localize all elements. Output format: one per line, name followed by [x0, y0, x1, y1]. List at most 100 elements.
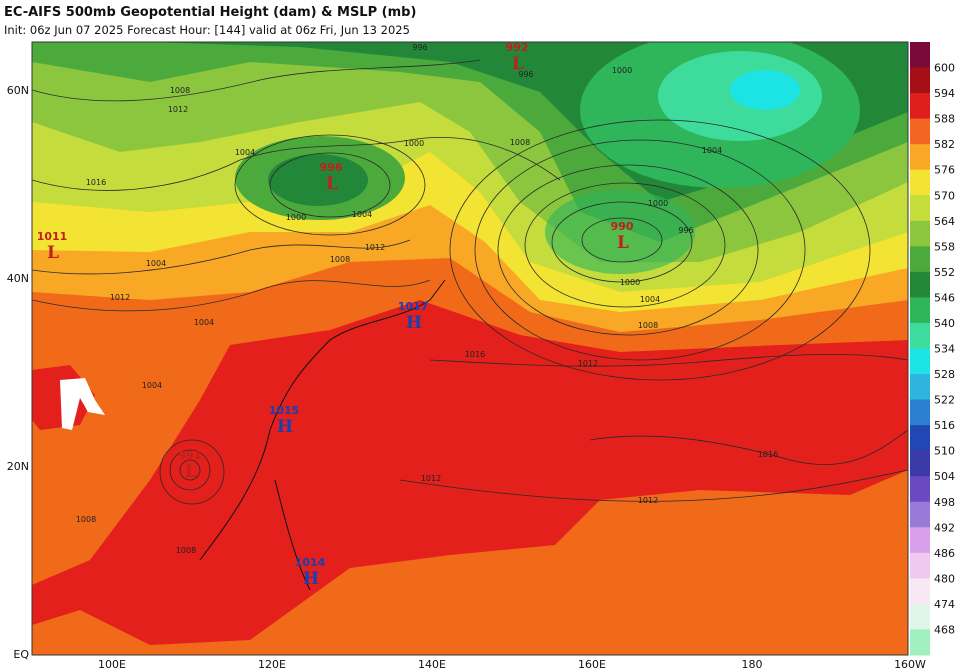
isobar-label: 1004: [352, 210, 372, 219]
colorbar-cell: [910, 220, 930, 247]
colorbar-label: 492: [934, 521, 955, 534]
colorbar-label: 504: [934, 470, 955, 483]
system-letter: H: [303, 569, 319, 589]
lon-label: 180: [742, 658, 763, 671]
colorbar-cell: [910, 450, 930, 477]
colorbar-cell: [910, 93, 930, 120]
isobar-label: 1016: [86, 178, 106, 187]
isobar-label: 1000: [648, 199, 668, 208]
map-frame: [31, 41, 909, 656]
isobar-label: 1004: [640, 295, 660, 304]
colorbar-cell: [910, 629, 930, 656]
system-letter: L: [617, 233, 629, 253]
colorbar-label: 594: [934, 87, 955, 100]
colorbar-cell: [910, 603, 930, 630]
isobar-label: 1016: [465, 350, 485, 359]
system-pressure: 1011: [37, 230, 68, 243]
isobar-label: 1004: [702, 146, 722, 155]
colorbar-label: 588: [934, 113, 955, 126]
isobar-label: 1004: [194, 318, 214, 327]
isobar-label: 1004: [235, 148, 255, 157]
colorbar-cell: [910, 297, 930, 324]
colorbar-cell: [910, 271, 930, 298]
colorbar-label: 564: [934, 215, 955, 228]
colorbar-cell: [910, 118, 930, 145]
colorbar-label: 558: [934, 240, 955, 253]
lon-label: 140E: [418, 658, 446, 671]
subtitle: Init: 06z Jun 07 2025 Forecast Hour: [14…: [4, 23, 410, 37]
colorbar-cell: [910, 552, 930, 579]
colorbar-label: 534: [934, 343, 955, 356]
colorbar-label: 582: [934, 138, 955, 151]
colorbar-cell: [910, 195, 930, 222]
isobar-label: 1012: [365, 243, 385, 252]
colorbar-cell: [910, 476, 930, 503]
lon-label: 120E: [258, 658, 286, 671]
colorbar-label: 486: [934, 547, 955, 560]
isobar-label: 1012: [638, 496, 658, 505]
colorbar-label: 600: [934, 62, 955, 75]
colorbar-cell: [910, 501, 930, 528]
colorbar-cell: [910, 399, 930, 426]
lat-label: 60N: [7, 84, 29, 97]
colorbar-label: 552: [934, 266, 955, 279]
lon-label: 100E: [98, 658, 126, 671]
isobar-label: 1008: [638, 321, 658, 330]
colorbar-label: 510: [934, 445, 955, 458]
colorbar-cell: [910, 42, 930, 69]
lon-label: 160W: [894, 658, 926, 671]
system-pressure: 991: [179, 449, 202, 462]
isobar-label: 1008: [510, 138, 530, 147]
isobar-label: 1008: [176, 546, 196, 555]
colorbar-cell: [910, 348, 930, 375]
system-letter: L: [512, 54, 524, 74]
system-letter: L: [326, 174, 338, 194]
system-pressure: 1017: [398, 300, 429, 313]
colorbar-label: 570: [934, 189, 955, 202]
colorbar-cell: [910, 144, 930, 171]
system-letter: H: [406, 313, 422, 333]
system-pressure: 1015: [269, 404, 300, 417]
isobar-label: 1008: [170, 86, 190, 95]
isobar-label: 996: [412, 43, 427, 52]
colorbar-cell: [910, 425, 930, 452]
system-pressure: 1014: [295, 556, 326, 569]
isobar-label: 996: [678, 226, 693, 235]
colorbar-label: 528: [934, 368, 955, 381]
colorbar-cell: [910, 169, 930, 196]
colorbar-label: 546: [934, 291, 955, 304]
colorbar-label: 468: [934, 623, 955, 636]
lat-label: 40N: [7, 272, 29, 285]
colorbar-cell: [910, 67, 930, 94]
colorbar-cell: [910, 246, 930, 273]
isobar-label: 1012: [421, 474, 441, 483]
isobar-label: 1004: [142, 381, 162, 390]
isobar-label: 1000: [620, 278, 640, 287]
title: EC-AIFS 500mb Geopotential Height (dam) …: [4, 5, 416, 20]
system-letter: L: [185, 462, 197, 482]
isobar-label: 1004: [146, 259, 166, 268]
colorbar-cell: [910, 374, 930, 401]
colorbar-cell: [910, 527, 930, 554]
map-fill: [32, 42, 908, 655]
isobar-label: 1000: [286, 213, 306, 222]
system-letter: L: [47, 243, 59, 263]
isobar-label: 996: [518, 70, 533, 79]
isobar-label: 1016: [758, 450, 778, 459]
isobar-label: 1008: [330, 255, 350, 264]
lat-label: EQ: [13, 648, 29, 661]
colorbar-label: 540: [934, 317, 955, 330]
isobar-label: 1012: [110, 293, 130, 302]
colorbar-label: 480: [934, 572, 955, 585]
colorbar-label: 576: [934, 164, 955, 177]
colorbar-cell: [910, 322, 930, 349]
colorbar-label: 516: [934, 419, 955, 432]
colorbar-cell: [910, 578, 930, 605]
colorbar-label: 474: [934, 598, 955, 611]
isobar-label: 1012: [578, 359, 598, 368]
lon-label: 160E: [578, 658, 606, 671]
lat-label: 20N: [7, 460, 29, 473]
system-pressure: 996: [320, 161, 343, 174]
isobar-label: 1008: [76, 515, 96, 524]
